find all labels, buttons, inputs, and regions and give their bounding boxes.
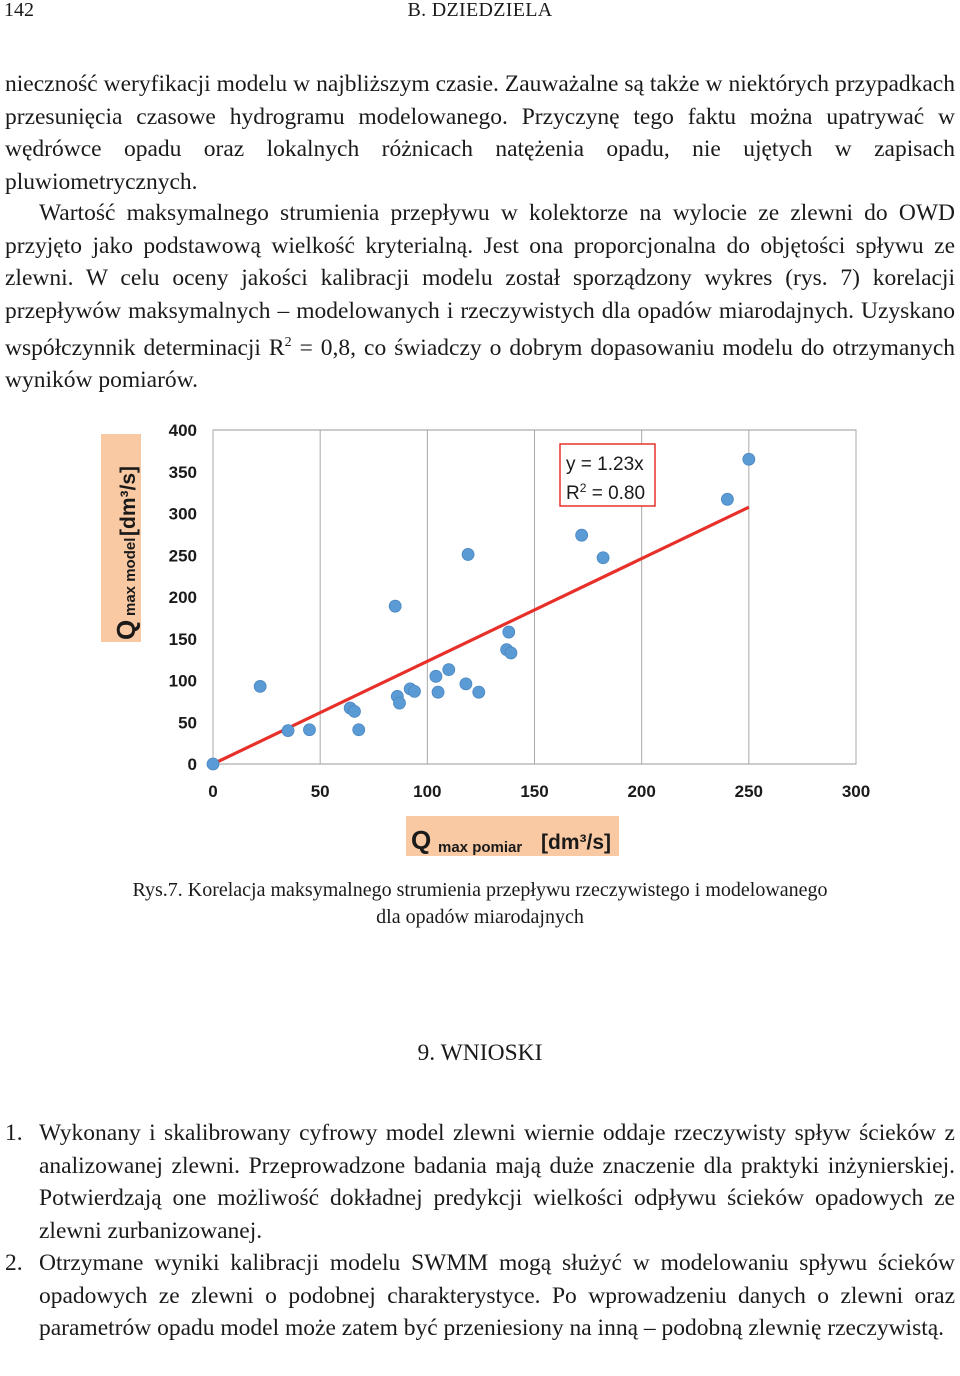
y-tick-label: 400 — [169, 421, 197, 440]
data-point — [504, 646, 518, 660]
y-tick-label: 200 — [169, 588, 197, 607]
data-point — [206, 757, 220, 771]
data-point — [742, 452, 756, 466]
x-axis-label-sub: max pomiar — [438, 839, 522, 856]
y-axis-label: Q max model [dm³/s] — [101, 434, 141, 642]
regression-equation: y = 1.23x — [566, 454, 644, 475]
r-squared-prefix: R — [566, 483, 580, 504]
x-tick-label: 100 — [413, 782, 441, 801]
y-axis-label-unit: [dm³/s] — [117, 466, 140, 536]
paragraph-2: Wartość maksymalnego strumienia przepływ… — [5, 197, 955, 397]
conclusion-number: 2. — [5, 1250, 23, 1276]
y-tick-labels: 0 50 100 150 200 250 300 350 400 — [169, 421, 197, 774]
y-tick-label: 300 — [169, 505, 197, 524]
y-tick-label: 150 — [169, 630, 197, 649]
data-point — [253, 679, 267, 693]
y-axis-label-sub: max model — [122, 538, 139, 616]
conclusion-text: Otrzymane wyniki kalibracji modelu SWMM … — [39, 1250, 955, 1341]
r-squared-value: = 0.80 — [586, 483, 645, 504]
conclusion-number: 1. — [5, 1120, 23, 1146]
paragraph-2-text: Wartość maksymalnego strumienia przepływ… — [5, 197, 955, 397]
x-axis-label: Q max pomiar [dm³/s] — [406, 816, 619, 856]
section-title: 9. WNIOSKI — [417, 1040, 543, 1066]
data-point — [459, 677, 473, 691]
conclusion-text: Wykonany i skalibrowany cyfrowy model zl… — [39, 1120, 955, 1244]
x-tick-label: 200 — [627, 782, 655, 801]
data-point — [303, 723, 316, 737]
regression-annotation: y = 1.23x R2 = 0.80 — [559, 443, 656, 507]
y-tick-label: 0 — [188, 755, 197, 774]
data-point — [408, 684, 421, 698]
y-tick-label: 350 — [169, 463, 197, 482]
x-tick-label: 0 — [208, 782, 217, 801]
chart-grid — [212, 429, 857, 765]
y-tick-label: 250 — [169, 546, 197, 565]
page-header: 142 B. DZIEDZIELA — [0, 0, 960, 30]
data-point — [575, 528, 589, 542]
y-axis-label-main: Q — [111, 620, 141, 640]
x-tick-label: 250 — [735, 782, 763, 801]
trendline — [212, 505, 750, 766]
conclusion-item: 2. Otrzymane wyniki kalibracji modelu SW… — [5, 1247, 955, 1345]
x-axis-label-main: Q — [411, 825, 431, 855]
paragraph-2-part-2: = 0,8, co świadczy o dobrym dopasowaniu … — [5, 334, 955, 394]
x-tick-label: 300 — [842, 782, 870, 801]
y-tick-label: 100 — [169, 672, 197, 691]
data-point — [429, 669, 443, 683]
conclusion-item: 1. Wykonany i skalibrowany cyfrowy model… — [5, 1117, 955, 1247]
x-axis-label-unit: [dm³/s] — [541, 831, 611, 854]
running-head: B. DZIEDZIELA — [407, 0, 553, 21]
data-point — [393, 696, 406, 710]
paragraph-1-text: nieczność weryfikacji modelu w najbliższ… — [5, 71, 955, 195]
data-point — [388, 599, 402, 613]
figure-caption: Rys.7. Korelacja maksymalnego strumienia… — [60, 877, 900, 931]
r-squared-sup: 2 — [580, 481, 587, 495]
x-tick-label: 50 — [311, 782, 330, 801]
data-point — [721, 492, 734, 506]
paragraph-1: nieczność weryfikacji modelu w najbliższ… — [5, 68, 955, 198]
y-tick-label: 50 — [178, 713, 197, 732]
x-tick-label: 150 — [520, 782, 548, 801]
data-point — [281, 724, 295, 738]
data-point — [596, 551, 610, 565]
data-point — [442, 663, 456, 677]
caption-line-2: dla opadów miarodajnych — [376, 906, 584, 928]
data-point — [348, 704, 361, 718]
data-point — [352, 723, 366, 737]
data-points — [206, 452, 756, 771]
paragraph-2-part-1: Wartość maksymalnego strumienia przepływ… — [5, 200, 955, 361]
r-squared-label: R2 = 0.80 — [566, 481, 645, 504]
data-point — [472, 685, 486, 699]
x-tick-labels: 0 50 100 150 200 250 300 — [208, 782, 870, 801]
conclusions-list: 1. Wykonany i skalibrowany cyfrowy model… — [5, 1117, 955, 1345]
data-point — [461, 548, 475, 561]
caption-line-1: Rys.7. Korelacja maksymalnego strumienia… — [132, 879, 828, 901]
data-point — [431, 685, 445, 699]
correlation-chart: Q max model [dm³/s] 05010015020025030035… — [101, 421, 870, 856]
r-squared-superscript: 2 — [284, 335, 292, 350]
data-point — [502, 625, 516, 639]
page-number: 142 — [4, 0, 34, 21]
